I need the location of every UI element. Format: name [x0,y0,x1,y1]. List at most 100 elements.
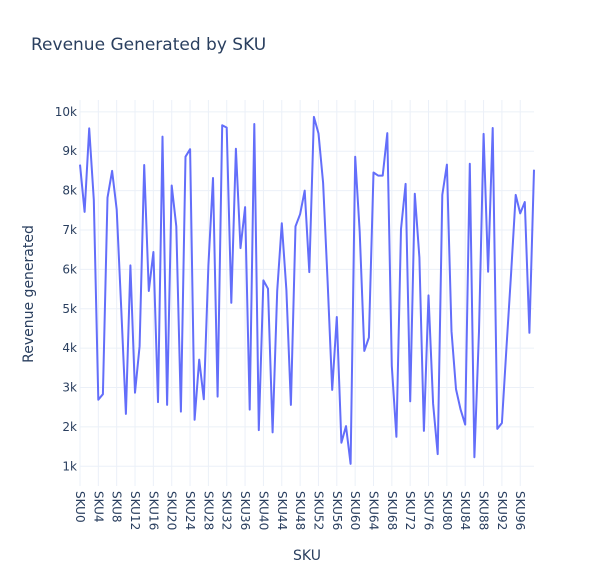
y-tick-label: 10k [55,105,77,119]
data-point[interactable] [105,195,111,201]
data-point[interactable] [311,114,317,120]
data-point[interactable] [316,131,322,137]
data-point[interactable] [329,387,335,393]
data-point[interactable] [435,451,441,457]
data-point[interactable] [274,288,280,294]
data-point[interactable] [283,287,289,293]
data-point[interactable] [160,134,166,140]
data-point[interactable] [141,162,147,168]
data-point[interactable] [196,357,202,363]
data-point[interactable] [279,220,285,226]
data-point[interactable] [183,154,189,160]
data-point[interactable] [384,130,390,136]
data-point[interactable] [471,454,477,460]
data-point[interactable] [504,344,510,350]
data-point[interactable] [338,440,344,446]
data-point[interactable] [426,292,432,298]
data-point[interactable] [444,162,450,168]
data-point[interactable] [82,209,88,215]
data-point[interactable] [247,407,253,413]
data-point[interactable] [416,255,422,261]
data-point[interactable] [526,330,532,336]
data-point[interactable] [100,391,106,397]
data-point[interactable] [343,423,349,429]
data-point[interactable] [462,422,468,428]
data-point[interactable] [164,402,170,408]
data-point[interactable] [260,277,266,283]
data-point[interactable] [123,411,129,417]
data-point[interactable] [476,328,482,334]
data-point[interactable] [127,262,133,268]
data-point[interactable] [380,173,386,179]
data-point[interactable] [403,181,409,187]
data-point[interactable] [485,269,491,275]
data-point[interactable] [481,131,487,137]
data-point[interactable] [366,335,372,341]
data-point[interactable] [458,407,464,413]
data-point[interactable] [173,223,179,229]
data-point[interactable] [325,278,331,284]
data-point[interactable] [361,348,367,354]
data-point[interactable] [270,429,276,435]
data-point[interactable] [320,180,326,186]
data-point[interactable] [215,394,221,400]
data-point[interactable] [467,161,473,167]
data-point[interactable] [238,245,244,251]
data-point[interactable] [224,125,230,131]
data-point[interactable] [302,188,308,194]
data-point[interactable] [293,223,299,229]
data-point[interactable] [439,192,445,198]
x-tick-label: SKU60 [348,491,362,530]
data-point[interactable] [513,192,519,198]
data-point[interactable] [137,343,143,349]
data-point[interactable] [77,162,83,168]
data-point[interactable] [352,154,358,160]
data-point[interactable] [531,167,537,173]
data-point[interactable] [357,229,363,235]
data-point[interactable] [265,286,271,292]
data-point[interactable] [210,175,216,181]
data-point[interactable] [251,121,257,127]
data-point[interactable] [490,125,496,131]
data-point[interactable] [86,125,92,131]
data-point[interactable] [187,146,193,152]
data-point[interactable] [155,399,161,405]
data-point[interactable] [449,328,455,334]
data-point[interactable] [412,191,418,197]
data-point[interactable] [109,168,115,174]
data-point[interactable] [150,249,156,255]
data-point[interactable] [114,207,120,213]
data-point[interactable] [205,262,211,268]
data-point[interactable] [118,307,124,313]
data-point[interactable] [91,197,97,203]
data-point[interactable] [393,434,399,440]
data-point[interactable] [256,427,262,433]
data-point[interactable] [421,428,427,434]
data-point[interactable] [192,417,198,423]
data-point[interactable] [453,386,459,392]
data-point[interactable] [398,226,404,232]
data-point[interactable] [430,401,436,407]
data-point[interactable] [522,199,528,205]
data-point[interactable] [95,397,101,403]
data-point[interactable] [494,426,500,432]
data-point[interactable] [228,300,234,306]
data-point[interactable] [132,390,138,396]
y-tick-label: 2k [62,420,77,434]
data-point[interactable] [306,269,312,275]
data-point[interactable] [201,396,207,402]
data-point[interactable] [242,204,248,210]
data-point[interactable] [499,420,505,426]
data-point[interactable] [297,211,303,217]
data-point[interactable] [146,288,152,294]
data-point[interactable] [334,314,340,320]
data-point[interactable] [169,183,175,189]
data-point[interactable] [348,461,354,467]
data-point[interactable] [508,270,514,276]
data-point[interactable] [517,210,523,216]
data-point[interactable] [389,363,395,369]
data-point[interactable] [233,146,239,152]
data-point[interactable] [178,409,184,415]
data-point[interactable] [288,402,294,408]
data-point[interactable] [407,398,413,404]
